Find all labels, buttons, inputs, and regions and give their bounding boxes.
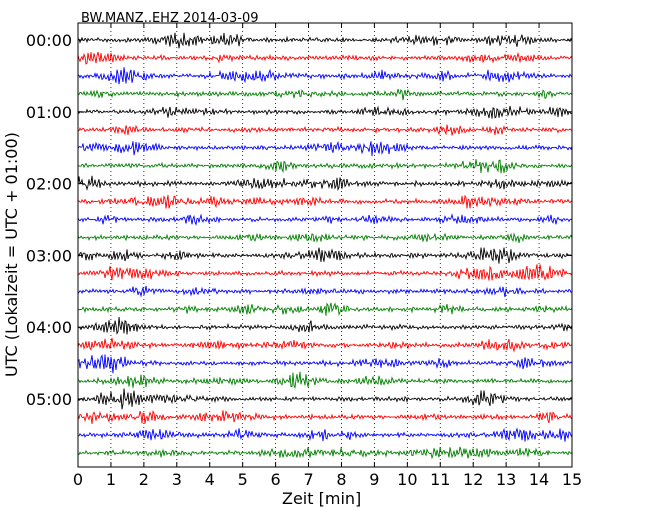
trace-row — [77, 302, 573, 316]
trace-row — [77, 213, 573, 226]
chart-title: BW.MANZ..EHZ 2014-03-09 — [81, 11, 259, 26]
trace-row — [77, 285, 573, 298]
x-tick-label: 5 — [238, 470, 248, 489]
x-tick-label: 3 — [172, 470, 182, 489]
x-tick-label: 1 — [106, 470, 116, 489]
x-tick-label: 0 — [73, 470, 83, 489]
y-tick-label: 02:00 — [26, 175, 72, 194]
y-tick-label: 05:00 — [26, 390, 72, 409]
x-tick-label: 8 — [336, 470, 346, 489]
x-tick-label: 2 — [139, 470, 149, 489]
trace-row — [77, 67, 573, 85]
trace-row — [77, 88, 573, 101]
trace-row — [77, 140, 573, 157]
x-tick-label: 7 — [303, 470, 313, 489]
x-tick-label: 13 — [496, 470, 516, 489]
x-tick-label: 12 — [463, 470, 483, 489]
trace-row — [77, 105, 573, 119]
x-tick-label: 6 — [271, 470, 281, 489]
trace-row — [77, 159, 573, 174]
trace-row — [77, 388, 573, 410]
x-tick-label: 11 — [430, 470, 450, 489]
trace-row — [77, 410, 573, 425]
y-axis-label: UTC (Lokalzeit = UTC + 01:00) — [2, 132, 21, 377]
y-tick-label: 01:00 — [26, 103, 72, 122]
trace-row — [77, 427, 573, 442]
y-axis-ticks: 00:00 01:00 02:00 03:00 04:00 05:00 — [26, 31, 572, 409]
x-axis-ticks: 0 1 2 3 4 5 6 7 8 9 10 11 12 13 14 15 — [73, 23, 582, 489]
y-tick-label: 04:00 — [26, 318, 72, 337]
x-axis-label: Zeit [min] — [282, 489, 362, 508]
trace-row — [77, 232, 573, 244]
trace-row — [77, 316, 573, 335]
x-tick-label: 14 — [529, 470, 549, 489]
x-tick-label: 9 — [369, 470, 379, 489]
trace-row — [77, 32, 573, 49]
trace-row — [77, 247, 573, 264]
trace-row — [77, 194, 573, 209]
trace-row — [77, 354, 573, 374]
y-tick-label: 00:00 — [26, 31, 72, 50]
trace-row — [77, 264, 573, 281]
y-tick-label: 03:00 — [26, 246, 72, 265]
trace-row — [77, 124, 573, 136]
trace-row — [77, 175, 573, 192]
trace-row — [77, 337, 573, 353]
x-tick-label: 15 — [562, 470, 582, 489]
x-tick-label: 4 — [205, 470, 215, 489]
trace-row — [77, 446, 573, 460]
seismogram-traces — [77, 32, 573, 460]
plot-frame — [77, 22, 573, 468]
trace-row — [77, 371, 573, 389]
trace-row — [77, 51, 573, 65]
x-tick-label: 10 — [397, 470, 417, 489]
